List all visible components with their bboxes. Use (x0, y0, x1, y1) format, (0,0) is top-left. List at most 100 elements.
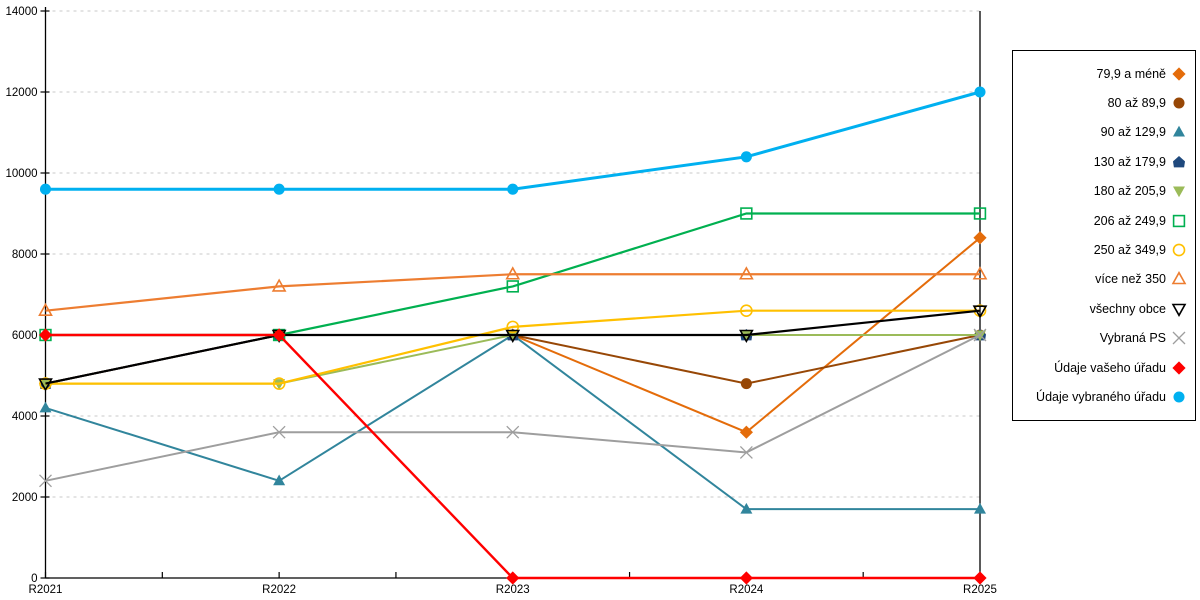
series-marker (740, 151, 752, 163)
legend-item-label: Údaje vašeho úřadu (1054, 360, 1166, 375)
legend-item-label: všechny obce (1089, 301, 1166, 316)
series-marker (739, 266, 754, 280)
series-line (45, 334, 981, 482)
series-line (45, 333, 980, 580)
series-marker (1171, 271, 1187, 285)
legend-item-label: Údaje vybraného úřadu (1036, 389, 1166, 404)
legend-marker-icon (1172, 331, 1186, 345)
legend-item: 206 až 249,9 (1017, 206, 1187, 235)
series-marker (506, 280, 519, 293)
series-marker (272, 377, 286, 390)
series-marker (1173, 126, 1185, 137)
y-tick-label: 4000 (12, 411, 38, 423)
chart-legend: 79,9 a méně 80 až 89,9 90 až 129,9 130 až 1… (1012, 50, 1196, 421)
y-tick-label: 14000 (6, 6, 38, 18)
legend-item-label: 90 až 129,9 (1100, 125, 1166, 140)
legend-marker-icon (1172, 67, 1186, 81)
x-tick-label: R2025 (963, 584, 997, 596)
series-marker (271, 278, 287, 292)
series-marker (739, 425, 753, 439)
legend-marker-icon (1172, 243, 1186, 257)
series-marker (740, 207, 753, 220)
series-marker (973, 571, 987, 585)
legend-marker-icon (1173, 391, 1185, 403)
legend-item-label: 250 až 349,9 (1093, 243, 1166, 258)
series-marker (973, 328, 987, 342)
series-marker (1173, 97, 1185, 109)
series-v-echny-obce (38, 305, 988, 392)
series-marker (973, 231, 987, 245)
series-marker (740, 378, 752, 390)
series-marker (39, 183, 52, 195)
series-line (45, 309, 981, 385)
line-chart-canvas: 0 2000 4000 6000 8000 10000 12000 14000 R2021 R20… (6, 6, 997, 596)
series-marker (38, 302, 53, 317)
legend-item-label: 180 až 205,9 (1093, 184, 1166, 199)
series-marker (273, 183, 285, 195)
series-marker (973, 207, 987, 220)
series-marker (1173, 186, 1185, 198)
series--daje-vybran-ho-adu (39, 86, 986, 195)
series-marker (739, 329, 754, 343)
y-tick-label: 12000 (6, 87, 38, 99)
series-marker (505, 266, 521, 280)
series-marker (740, 502, 753, 514)
legend-item: 250 až 349,9 (1017, 235, 1187, 264)
series-marker (1172, 214, 1186, 227)
legend-item-label: 206 až 249,9 (1093, 213, 1166, 228)
series-line (45, 333, 980, 511)
series-marker (972, 266, 988, 280)
series-marker (507, 183, 519, 195)
legend-item-label: 80 až 89,9 (1107, 96, 1166, 111)
x-tick-label: R2023 (496, 584, 530, 596)
series-marker (1172, 243, 1186, 257)
series-90-a-129-9 (39, 328, 986, 514)
series-marker (739, 445, 753, 459)
legend-marker-icon (1173, 186, 1185, 198)
legend-item: 80 až 89,9 (1017, 88, 1187, 117)
series-marker (273, 474, 286, 486)
legend-item-label: Vybraná PS (1099, 331, 1166, 346)
series-marker (1172, 67, 1186, 81)
series-marker (1171, 303, 1187, 317)
x-tick-label: R2022 (262, 584, 296, 596)
legend-item: 180 až 205,9 (1017, 177, 1187, 206)
series-marker (1173, 391, 1185, 403)
legend-item: všechny obce (1017, 294, 1187, 323)
series-marker (740, 304, 753, 318)
legend-marker-icon (1173, 97, 1185, 109)
series-marker (974, 502, 986, 514)
legend-marker-icon (1172, 214, 1186, 227)
series-marker (1172, 331, 1186, 345)
series--daje-va-eho-adu (38, 328, 987, 585)
legend-item-label: 130 až 179,9 (1093, 154, 1166, 169)
series-line (45, 273, 980, 312)
legend-item: 79,9 a méně (1017, 59, 1187, 88)
series-250-a-349-9 (39, 304, 987, 390)
legend-item: Údaje vybraného úřadu (1017, 382, 1187, 411)
series-marker (505, 329, 521, 343)
y-tick-label: 0 (31, 573, 37, 585)
y-tick-label: 10000 (6, 168, 38, 180)
legend-marker-icon (1173, 126, 1185, 137)
y-tick-label: 2000 (12, 492, 38, 504)
legend-item: více než 350 (1017, 265, 1187, 294)
y-tick-label: 8000 (12, 249, 38, 261)
legend-item: 90 až 129,9 (1017, 118, 1187, 147)
series-marker (972, 305, 988, 319)
series-marker (1172, 360, 1186, 375)
x-tick-label: R2024 (729, 584, 763, 596)
legend-marker-icon (1171, 271, 1187, 285)
series-marker (1173, 155, 1185, 168)
series-v-ce-ne-350 (38, 266, 988, 317)
legend-item-label: 79,9 a méně (1096, 66, 1167, 81)
legend-item: Vybraná PS (1017, 324, 1187, 353)
legend-marker-icon (1173, 155, 1185, 168)
series-marker (39, 474, 52, 488)
series-marker (739, 571, 753, 585)
series-marker (39, 401, 52, 413)
series-marker (506, 425, 520, 439)
series-marker (272, 328, 286, 342)
series-180-a-205-9 (39, 330, 986, 390)
